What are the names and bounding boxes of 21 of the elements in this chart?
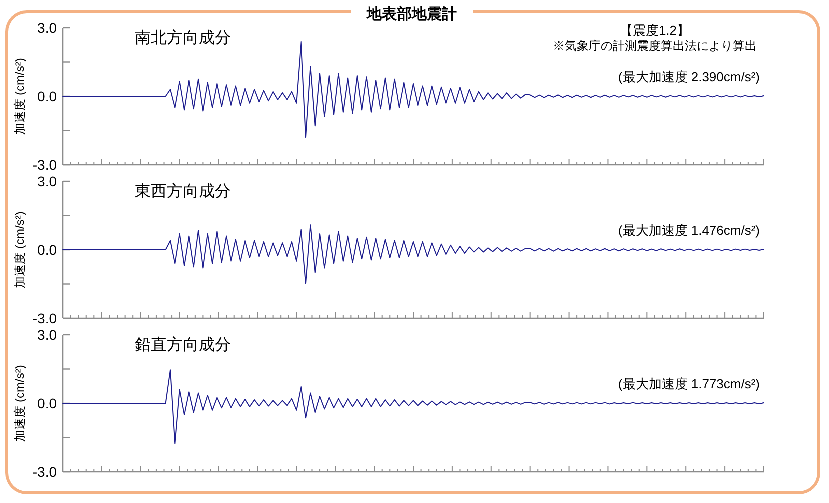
y-tick-label: -3.0 bbox=[32, 157, 58, 173]
y-tick-label: -3.0 bbox=[32, 310, 58, 326]
y-tick-label: 0.0 bbox=[38, 396, 58, 412]
annotation: ※気象庁の計測震度算出法により算出 bbox=[553, 39, 757, 53]
y-axis-title: 加速度 (cm/s²) bbox=[13, 58, 27, 135]
chart-subtitle: 東西方向成分 bbox=[135, 182, 231, 200]
y-tick-label: 3.0 bbox=[38, 327, 58, 343]
y-tick-label: -3.0 bbox=[32, 464, 58, 480]
annotation: 【震度1.2】 bbox=[620, 23, 690, 38]
y-tick-label: 0.0 bbox=[38, 88, 58, 104]
chart-subtitle: 鉛直方向成分 bbox=[135, 336, 231, 354]
annotation: (最大加速度 1.476cm/s²) bbox=[618, 223, 760, 238]
title: 地表部地震計 bbox=[367, 6, 457, 23]
y-tick-label: 3.0 bbox=[38, 20, 58, 36]
annotation: (最大加速度 2.390cm/s²) bbox=[618, 70, 760, 84]
y-tick-label: 0.0 bbox=[38, 242, 58, 258]
chart-subtitle: 南北方向成分 bbox=[135, 29, 231, 47]
y-tick-label: 3.0 bbox=[38, 174, 58, 190]
annotation: (最大加速度 1.773cm/s²) bbox=[618, 376, 760, 392]
y-axis-title: 加速度 (cm/s²) bbox=[13, 212, 27, 288]
y-axis-title: 加速度 (cm/s²) bbox=[13, 365, 27, 442]
